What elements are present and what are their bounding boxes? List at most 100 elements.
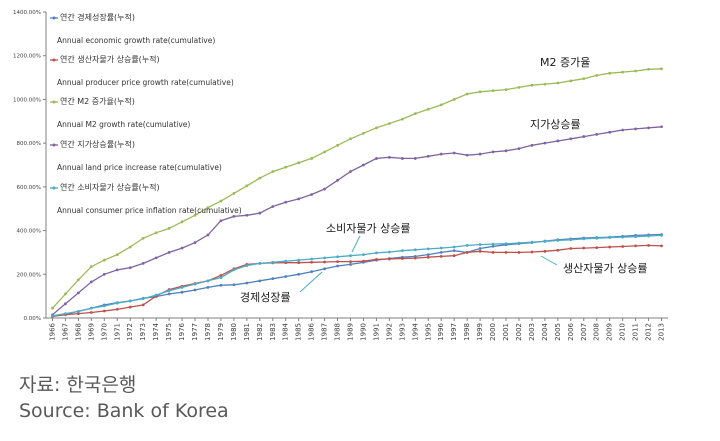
series-line-3 [52, 126, 662, 316]
series-2-point [51, 306, 54, 310]
series-0-point [336, 264, 339, 268]
series-2-point [284, 165, 288, 169]
legend-label-korean: 연간 소비자물가 상승률(누적) [60, 182, 160, 192]
series-2-point [232, 192, 236, 195]
series-0-point [232, 283, 236, 287]
x-tick-label: 2012 [645, 323, 653, 341]
series-1-point [323, 260, 327, 264]
series-4-point [478, 243, 482, 246]
x-tick-label: 1967 [61, 323, 69, 341]
series-3-point [115, 268, 119, 272]
series-4-point [517, 241, 521, 245]
series-3-point [76, 291, 80, 295]
series-1-point [569, 247, 573, 250]
series-3-point [284, 200, 288, 204]
series-3-point [465, 153, 469, 157]
series-4-point [258, 261, 262, 265]
series-0-point [439, 251, 443, 254]
series-2-point [76, 278, 80, 282]
series-1-point [310, 260, 314, 264]
x-tick-label: 1979 [217, 323, 225, 341]
series-1-point [491, 251, 495, 254]
series-0-point [491, 244, 495, 248]
x-tick-label: 1995 [424, 323, 432, 341]
x-tick-label: 1997 [450, 323, 458, 341]
series-2-point [478, 90, 482, 94]
series-3-point [245, 213, 249, 217]
series-3-point [582, 135, 586, 138]
x-tick-label: 1982 [256, 323, 264, 341]
series-4-point [465, 244, 469, 247]
series-1-point [621, 245, 625, 248]
x-tick-label: 2011 [632, 323, 640, 341]
series-4-point [543, 240, 547, 243]
x-tick-label: 1969 [87, 323, 95, 341]
x-tick-label: 1976 [178, 322, 186, 340]
series-1-point [660, 244, 663, 248]
x-tick-label: 1994 [411, 322, 419, 340]
series-3-point [569, 137, 573, 141]
annotation-label: M2 증가율 [540, 56, 590, 69]
x-tick-label: 1971 [113, 323, 121, 341]
x-tick-label: 1975 [165, 323, 173, 341]
series-2-point [193, 213, 197, 217]
x-tick-label: 1998 [463, 323, 471, 341]
series-4-point [167, 289, 171, 293]
legend-label-korean: 연간 M2 증가율(누적) [60, 96, 135, 106]
series-4-point [141, 297, 145, 301]
series-2-point [323, 150, 327, 154]
legend-swatch-marker [52, 100, 56, 104]
series-2-point [647, 67, 650, 71]
x-tick-label: 1991 [372, 323, 380, 341]
series-3-point [323, 187, 327, 191]
cumulative-growth-line-chart: 0.00% 200.00% 400.00% 600.00% 800.00% 1000.00… [13, 10, 668, 341]
series-0-point [452, 249, 456, 253]
chart-legend: 연간 경제성장률(누적) Annual economic growth rate(… [50, 12, 242, 215]
series-3-point [426, 154, 430, 158]
series-4-point [504, 242, 508, 246]
series-3-point [530, 143, 534, 147]
series-line-2 [52, 68, 662, 309]
chart-axes: 0.00% 200.00% 400.00% 600.00% 800.00% 1000.00… [13, 10, 668, 341]
x-tick-label: 2000 [489, 323, 497, 341]
annotation-label: 생산자물가 상승률 [563, 262, 647, 275]
series-1-point [517, 251, 521, 254]
series-1-point [608, 245, 612, 249]
legend-label-korean: 연간 경제성장률(누적) [60, 12, 135, 22]
series-1-point [582, 246, 586, 250]
x-tick-label: 1984 [282, 322, 290, 340]
series-4-point [556, 239, 560, 242]
series-3-point [336, 178, 339, 182]
series-2-point [608, 71, 612, 75]
series-2-point [180, 220, 184, 224]
x-tick-label: 1966 [48, 322, 56, 340]
series-0-point [167, 292, 171, 296]
series-2-point [465, 92, 469, 96]
series-3-point [556, 139, 560, 143]
legend-swatch-marker [52, 186, 56, 190]
series-1-point [375, 258, 378, 261]
series-0-point [245, 281, 249, 285]
y-tick-label: 600.00% [17, 185, 41, 191]
series-1-point [465, 251, 469, 254]
series-4-point [128, 299, 132, 303]
series-2-point [141, 236, 145, 240]
series-2-point [102, 258, 106, 262]
series-2-point [491, 89, 495, 93]
series-4-point [219, 276, 223, 279]
series-0-point [284, 275, 288, 278]
series-3-point [167, 251, 171, 254]
series-4-point [193, 282, 197, 286]
series-2-point [128, 245, 132, 249]
legend-label-english: Annual consumer price inflation rate(cum… [57, 206, 242, 215]
series-2-point [154, 231, 158, 235]
series-0-point [478, 247, 482, 250]
x-tick-label: 1999 [476, 323, 484, 341]
x-tick-label: 2001 [502, 323, 510, 341]
series-2-point [115, 253, 119, 257]
x-tick-label: 1992 [385, 323, 393, 341]
series-2-point [206, 206, 210, 210]
series-4-point [530, 240, 534, 244]
series-4-point [375, 251, 378, 255]
